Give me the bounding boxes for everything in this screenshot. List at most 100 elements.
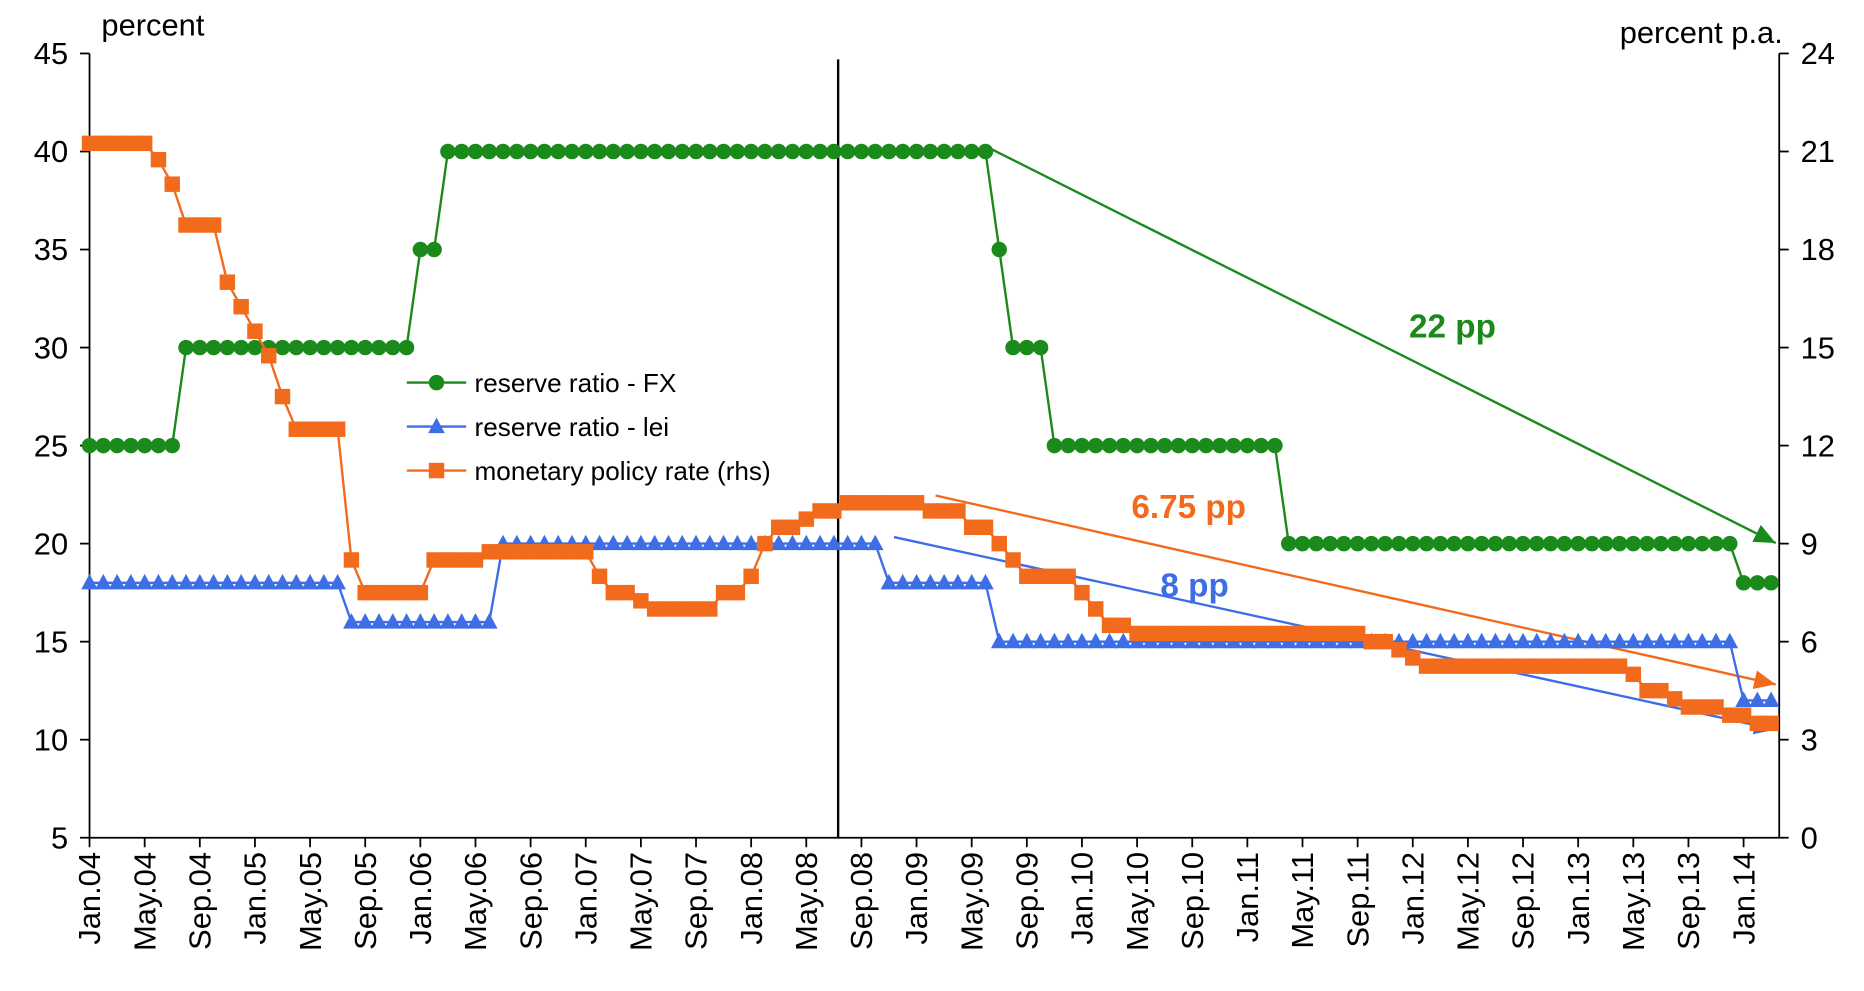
data-point — [1735, 691, 1752, 708]
x-tick-label: Jan.09 — [899, 852, 934, 945]
data-point — [646, 143, 663, 160]
data-point — [1445, 632, 1463, 649]
data-point — [1446, 535, 1462, 552]
data-point — [895, 143, 911, 160]
data-point — [371, 584, 387, 601]
data-point — [357, 584, 373, 601]
data-point — [274, 388, 291, 405]
data-point — [619, 143, 635, 160]
data-point — [522, 544, 539, 560]
data-point — [784, 143, 801, 160]
data-point — [1584, 658, 1600, 674]
data-point — [453, 613, 471, 629]
data-point — [880, 573, 898, 590]
data-point — [1653, 535, 1669, 552]
data-point — [1694, 699, 1710, 715]
y-tick-label: 5 — [51, 820, 68, 855]
data-point — [812, 503, 828, 519]
data-point — [150, 437, 167, 454]
data-point — [977, 573, 994, 590]
data-point — [205, 217, 222, 233]
data-point — [881, 143, 897, 160]
data-point — [1721, 632, 1739, 649]
data-point — [1404, 632, 1422, 649]
data-point — [591, 568, 608, 585]
data-point — [495, 143, 511, 160]
data-point — [660, 534, 677, 551]
data-point — [1018, 632, 1036, 649]
data-point — [550, 544, 566, 560]
data-point — [605, 143, 622, 160]
data-point — [1267, 437, 1283, 454]
data-point — [688, 601, 704, 617]
data-point — [1446, 658, 1462, 674]
data-point — [1391, 535, 1407, 552]
data-point — [1198, 437, 1214, 454]
data-point — [1418, 535, 1435, 552]
data-point — [1156, 625, 1173, 642]
data-point — [1460, 658, 1476, 674]
data-point — [1184, 437, 1200, 454]
data-point — [274, 573, 291, 590]
data-point — [1143, 625, 1159, 642]
data-point — [1032, 568, 1049, 585]
data-point — [1501, 535, 1517, 552]
data-point — [950, 143, 966, 160]
data-point — [1652, 632, 1670, 649]
data-point — [936, 143, 952, 160]
data-point — [81, 135, 98, 152]
data-point — [329, 339, 346, 356]
data-point — [770, 519, 787, 536]
data-point — [260, 348, 277, 364]
data-point — [385, 339, 401, 356]
data-point — [591, 143, 608, 160]
data-point — [1611, 658, 1628, 674]
data-point — [288, 421, 305, 437]
y2-tick-label: 0 — [1801, 820, 1818, 855]
data-point — [963, 573, 981, 590]
data-point — [1114, 632, 1132, 649]
data-point — [1432, 535, 1449, 552]
data-point — [109, 135, 125, 152]
y-tick-label: 45 — [34, 36, 68, 71]
data-point — [1763, 575, 1779, 591]
data-point — [742, 534, 760, 551]
x-tick-label: May.13 — [1616, 852, 1651, 951]
data-point — [578, 544, 594, 560]
data-point — [1019, 339, 1035, 356]
data-point — [936, 503, 952, 519]
data-point — [591, 534, 608, 551]
data-point — [370, 613, 388, 629]
data-point — [1708, 535, 1724, 552]
data-point — [867, 495, 883, 511]
data-point — [618, 534, 636, 551]
data-point — [702, 601, 718, 617]
legend-label: reserve ratio - FX — [475, 368, 677, 398]
data-point — [674, 143, 690, 160]
y2-tick-label: 15 — [1801, 330, 1835, 365]
x-tick-label: Jan.05 — [238, 852, 273, 945]
data-point — [894, 573, 912, 590]
data-point — [150, 151, 167, 168]
data-point — [922, 143, 939, 160]
data-point — [1005, 552, 1021, 568]
data-point — [219, 274, 236, 290]
data-point — [343, 613, 360, 629]
data-point — [688, 143, 704, 160]
y-tick-label: 35 — [34, 232, 68, 267]
data-point — [1101, 617, 1118, 634]
data-point — [1239, 625, 1256, 642]
data-point — [1363, 535, 1380, 552]
data-point — [1749, 691, 1766, 708]
data-point — [977, 519, 994, 536]
data-point — [495, 544, 511, 560]
data-point — [178, 217, 194, 233]
data-point — [164, 437, 180, 454]
data-point — [1432, 658, 1449, 674]
data-point — [426, 552, 442, 568]
data-point — [1170, 437, 1187, 454]
data-point — [1693, 632, 1711, 649]
data-point — [1598, 535, 1614, 552]
data-point — [977, 143, 994, 160]
data-point — [81, 437, 98, 454]
